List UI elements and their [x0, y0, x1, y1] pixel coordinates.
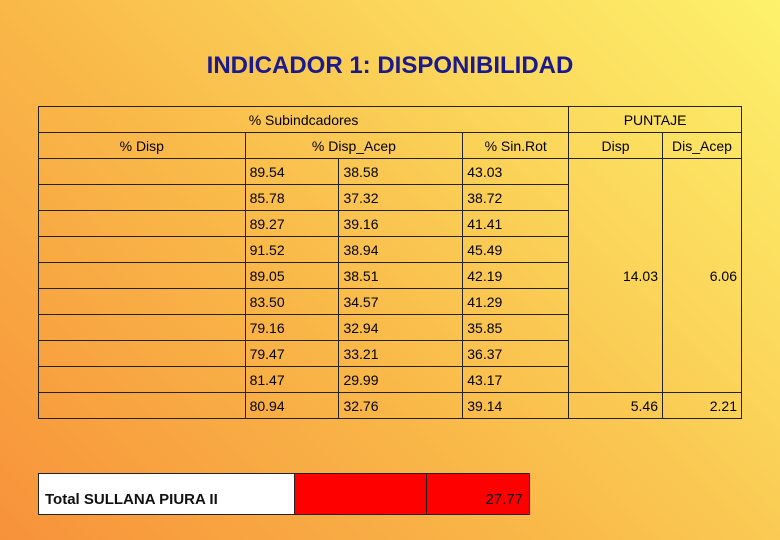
- puntaje-disp-group1: 14.03: [568, 158, 663, 393]
- puntaje-disp-group2: 5.46: [568, 392, 663, 419]
- total-value: 27.77: [426, 473, 530, 515]
- total-red-cell: [293, 473, 428, 515]
- total-row: Total SULLANA PIURA II 27.77: [38, 473, 530, 515]
- cell-sinrot: 36.37: [462, 340, 570, 367]
- table-cell-empty: [38, 288, 246, 315]
- cell-disp-acep: 38.94: [338, 236, 464, 263]
- total-label: Total SULLANA PIURA II: [38, 473, 295, 515]
- table-row: 79.16 32.94 35.85: [38, 314, 742, 341]
- disponibilidad-table: % Subindcadores PUNTAJE % Disp % Disp_Ac…: [37, 106, 742, 419]
- table-cell-empty: [38, 392, 246, 419]
- puntaje-dis-acep-group2: 2.21: [662, 392, 742, 419]
- cell-disp: 91.52: [244, 236, 340, 263]
- cell-sinrot: 42.19: [462, 262, 570, 289]
- header-puntaje: PUNTAJE: [568, 106, 742, 133]
- table-cell-empty: [38, 366, 246, 393]
- cell-disp-acep: 39.16: [338, 210, 464, 237]
- table-cell-empty: [38, 236, 246, 263]
- page-title: INDICADOR 1: DISPONIBILIDAD: [206, 52, 574, 79]
- cell-sinrot: 35.85: [462, 314, 570, 341]
- cell-disp: 80.94: [244, 392, 340, 419]
- header-sinrot: % Sin.Rot: [462, 132, 570, 159]
- table-cell-empty: [38, 184, 246, 211]
- header-row-columns: % Disp % Disp_Acep % Sin.Rot Disp Dis_Ac…: [38, 132, 742, 159]
- table-row: 89.54 38.58 43.03 14.03 6.06: [38, 158, 742, 393]
- cell-sinrot: 45.49: [462, 236, 570, 263]
- puntaje-dis-acep-group1: 6.06: [662, 158, 742, 393]
- cell-disp: 89.05: [244, 262, 340, 289]
- table-row: 89.27 39.16 41.41: [38, 210, 742, 237]
- table-cell-empty: [38, 262, 246, 289]
- cell-disp: 83.50: [244, 288, 340, 315]
- cell-disp-acep: 32.94: [338, 314, 464, 341]
- header-row-group: % Subindcadores PUNTAJE: [37, 106, 742, 133]
- cell-disp: 89.54: [244, 158, 340, 185]
- cell-sinrot: 39.14: [462, 392, 570, 419]
- cell-disp-acep: 32.76: [338, 392, 464, 419]
- table-cell-empty: [38, 158, 246, 185]
- table-row: 79.47 33.21 36.37: [38, 340, 742, 367]
- table-cell-empty: [38, 210, 246, 237]
- cell-disp: 79.16: [244, 314, 340, 341]
- cell-disp-acep: 29.99: [338, 366, 464, 393]
- table-row: 80.94 32.76 39.14 5.46 2.21: [38, 392, 742, 419]
- header-disp-acep: % Disp_Acep: [244, 132, 464, 159]
- cell-sinrot: 41.41: [462, 210, 570, 237]
- cell-sinrot: 38.72: [462, 184, 570, 211]
- header-subindicadores: % Subindcadores: [37, 106, 570, 133]
- cell-disp-acep: 38.51: [338, 262, 464, 289]
- cell-disp-acep: 33.21: [338, 340, 464, 367]
- cell-disp: 89.27: [244, 210, 340, 237]
- cell-disp-acep: 37.32: [338, 184, 464, 211]
- cell-disp: 85.78: [244, 184, 340, 211]
- cell-disp: 79.47: [244, 340, 340, 367]
- cell-disp-acep: 34.57: [338, 288, 464, 315]
- cell-sinrot: 41.29: [462, 288, 570, 315]
- table-cell-empty: [38, 340, 246, 367]
- cell-disp: 81.47: [244, 366, 340, 393]
- cell-disp-acep: 38.58: [338, 158, 464, 185]
- table-row: 83.50 34.57 41.29: [38, 288, 742, 315]
- header-disp: % Disp: [38, 132, 246, 159]
- table-cell-empty: [38, 314, 246, 341]
- cell-sinrot: 43.17: [462, 366, 570, 393]
- table-row: 91.52 38.94 45.49: [38, 236, 742, 263]
- cell-sinrot: 43.03: [462, 158, 570, 185]
- header-puntaje-disp: Disp: [568, 132, 663, 159]
- header-puntaje-dis-acep: Dis_Acep: [662, 132, 742, 159]
